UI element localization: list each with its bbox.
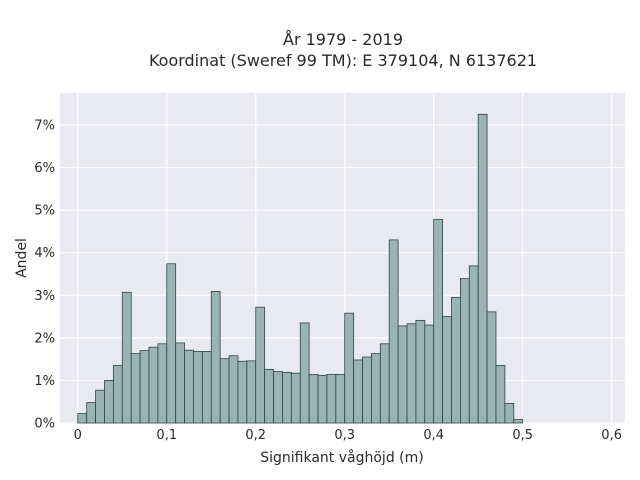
histogram-bar bbox=[264, 368, 274, 424]
histogram-bar bbox=[362, 356, 372, 424]
x-tick-label: 0 bbox=[74, 428, 82, 443]
histogram-bar bbox=[246, 360, 257, 424]
histogram-bar bbox=[308, 374, 319, 424]
histogram-bar bbox=[424, 324, 435, 424]
y-tick-label: 7% bbox=[34, 118, 55, 133]
x-tick-labels: 0 0,1 0,2 0,3 0,4 0,5 0,6 bbox=[74, 428, 622, 443]
y-tick-label: 6% bbox=[34, 161, 55, 176]
histogram-bar bbox=[237, 360, 248, 424]
histogram-bar bbox=[219, 358, 230, 424]
histogram-bar bbox=[504, 403, 515, 424]
histogram-bar bbox=[86, 402, 96, 424]
x-tick-label: 0,6 bbox=[601, 428, 622, 443]
histogram-bar bbox=[290, 372, 301, 424]
y-axis-label: Andel bbox=[14, 238, 30, 278]
histogram-bar bbox=[371, 353, 381, 424]
histogram-bar bbox=[397, 325, 408, 424]
x-tick-label: 0,3 bbox=[334, 428, 355, 443]
histogram-bar bbox=[139, 350, 150, 424]
histogram-bar bbox=[210, 291, 221, 424]
histogram-bar bbox=[157, 343, 168, 424]
x-gridlines bbox=[77, 93, 613, 423]
histogram-bar bbox=[104, 380, 114, 424]
histogram-bar bbox=[193, 351, 203, 424]
histogram-bar bbox=[317, 374, 328, 424]
x-axis-label: Signifikant våghöjd (m) bbox=[260, 449, 423, 466]
histogram-bar bbox=[326, 374, 337, 424]
histogram-bar bbox=[112, 365, 123, 424]
histogram-bar bbox=[121, 291, 132, 424]
histogram-bar bbox=[477, 113, 488, 424]
histogram-bar bbox=[273, 371, 283, 424]
histogram-bar bbox=[442, 316, 452, 424]
y-tick-labels: 0% 1% 2% 3% 4% 5% 6% 7% bbox=[34, 118, 55, 431]
histogram-bar bbox=[299, 322, 310, 424]
y-tick-label: 4% bbox=[34, 246, 55, 261]
histogram-bar bbox=[77, 413, 88, 424]
histogram-bar bbox=[513, 419, 524, 424]
histogram-bar bbox=[495, 365, 506, 424]
histogram-bar bbox=[388, 239, 399, 424]
histogram-bar bbox=[406, 323, 417, 424]
histogram-bar bbox=[379, 343, 390, 424]
histogram-bar bbox=[459, 278, 470, 424]
x-tick-label: 0,2 bbox=[245, 428, 266, 443]
x-tick-label: 0,1 bbox=[156, 428, 177, 443]
histogram-bar bbox=[433, 219, 443, 424]
histogram-bar bbox=[468, 265, 479, 424]
y-tick-label: 0% bbox=[34, 417, 55, 432]
histogram-bar bbox=[148, 346, 159, 424]
histogram-bar bbox=[353, 359, 363, 424]
histogram-bars bbox=[77, 113, 524, 424]
y-tick-label: 3% bbox=[34, 289, 55, 304]
histogram-bar bbox=[95, 389, 105, 424]
histogram-bar bbox=[344, 312, 355, 424]
histogram-bar bbox=[130, 353, 141, 424]
histogram-bar bbox=[335, 374, 346, 424]
histogram-bar bbox=[228, 355, 239, 424]
y-tick-label: 5% bbox=[34, 204, 55, 219]
histogram-bar bbox=[201, 351, 212, 424]
histogram-bar bbox=[486, 311, 497, 424]
histogram-bar bbox=[175, 342, 185, 424]
histogram-bar bbox=[282, 371, 292, 424]
chart-title-line-2: Koordinat (Sweref 99 TM): E 379104, N 61… bbox=[149, 51, 537, 70]
x-tick-label: 0,4 bbox=[423, 428, 444, 443]
histogram-bar bbox=[255, 306, 266, 424]
y-tick-label: 2% bbox=[34, 331, 55, 346]
histogram-bar bbox=[451, 296, 461, 424]
y-tick-label: 1% bbox=[34, 374, 55, 389]
histogram-bar bbox=[415, 319, 426, 424]
histogram-bar bbox=[184, 349, 194, 424]
chart-title-line-1: År 1979 - 2019 bbox=[283, 30, 403, 49]
histogram-bar bbox=[166, 263, 177, 424]
x-tick-label: 0,5 bbox=[512, 428, 533, 443]
